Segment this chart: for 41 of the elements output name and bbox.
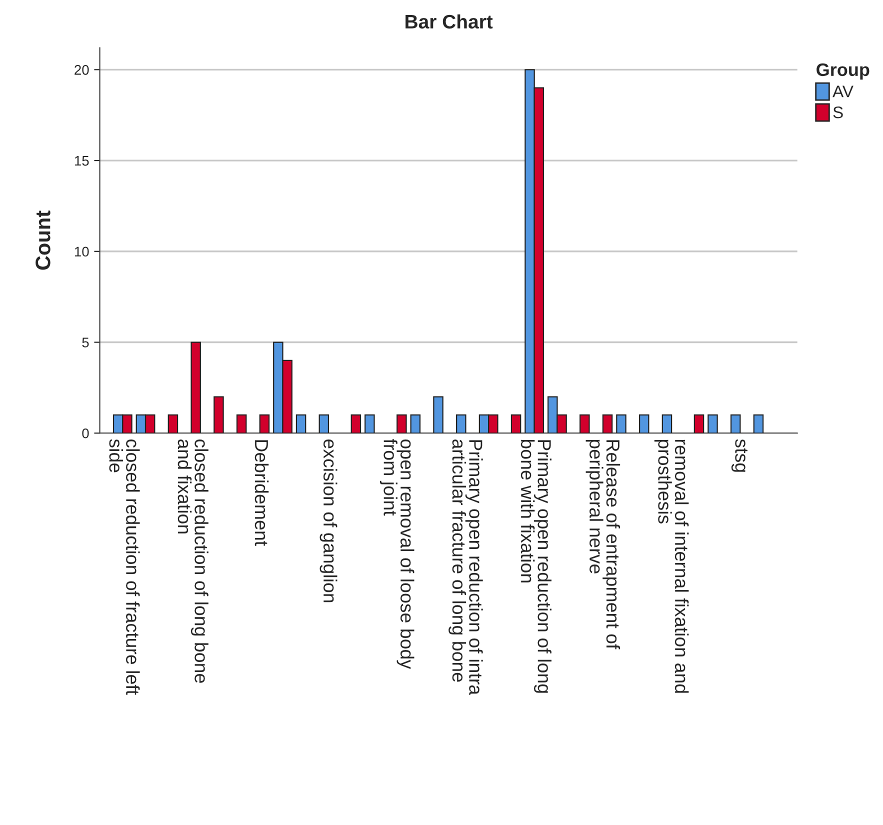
- bar: [296, 414, 306, 434]
- bar: [753, 414, 764, 434]
- bar: [694, 414, 704, 434]
- legend-label: S: [833, 106, 843, 118]
- bar: [638, 414, 650, 434]
- y-axis-title: Count: [36, 210, 50, 270]
- x-tick-label: Release of entrapment of peripheral nerve: [586, 440, 620, 650]
- bar: [580, 414, 590, 434]
- y-tick-label: 0: [82, 428, 89, 438]
- bar: [410, 414, 421, 434]
- bar: [168, 414, 178, 434]
- x-tick-label: stsg: [731, 439, 748, 472]
- bar: [662, 414, 672, 434]
- legend-label: AV: [832, 86, 854, 98]
- bar: [616, 414, 626, 434]
- x-tick-label: Primary open reduction of intra articular fracture of long bone: [448, 439, 483, 696]
- chart-title: Bar Chart: [406, 14, 493, 29]
- bar: [318, 414, 330, 434]
- bar: [396, 414, 407, 434]
- y-tick-label: 5: [82, 338, 89, 348]
- x-tick-label: excision of ganglion: [320, 439, 338, 602]
- y-tick-label: 20: [74, 64, 89, 75]
- bar: [456, 414, 466, 434]
- bar: [259, 414, 270, 434]
- bar: [708, 414, 718, 434]
- y-tick-label: 15: [74, 156, 89, 166]
- x-tick-label: Debridement: [254, 440, 269, 546]
- bar: [214, 396, 224, 434]
- bar: [510, 414, 522, 434]
- x-tick-label: Primary open reduction of long bone with fixation: [520, 440, 552, 693]
- y-tick-label: 10: [74, 246, 89, 257]
- bar: [350, 414, 362, 434]
- bar: [602, 414, 613, 434]
- bar: [190, 342, 201, 434]
- x-tick-label: open removal of loose body from joint: [380, 438, 414, 669]
- bar: [730, 414, 741, 434]
- bar: [364, 414, 375, 434]
- bar: [236, 414, 247, 434]
- legend-title: Group: [816, 63, 870, 80]
- bar: [433, 396, 444, 434]
- x-tick-label: closed reduction of fracture left side: [109, 439, 140, 695]
